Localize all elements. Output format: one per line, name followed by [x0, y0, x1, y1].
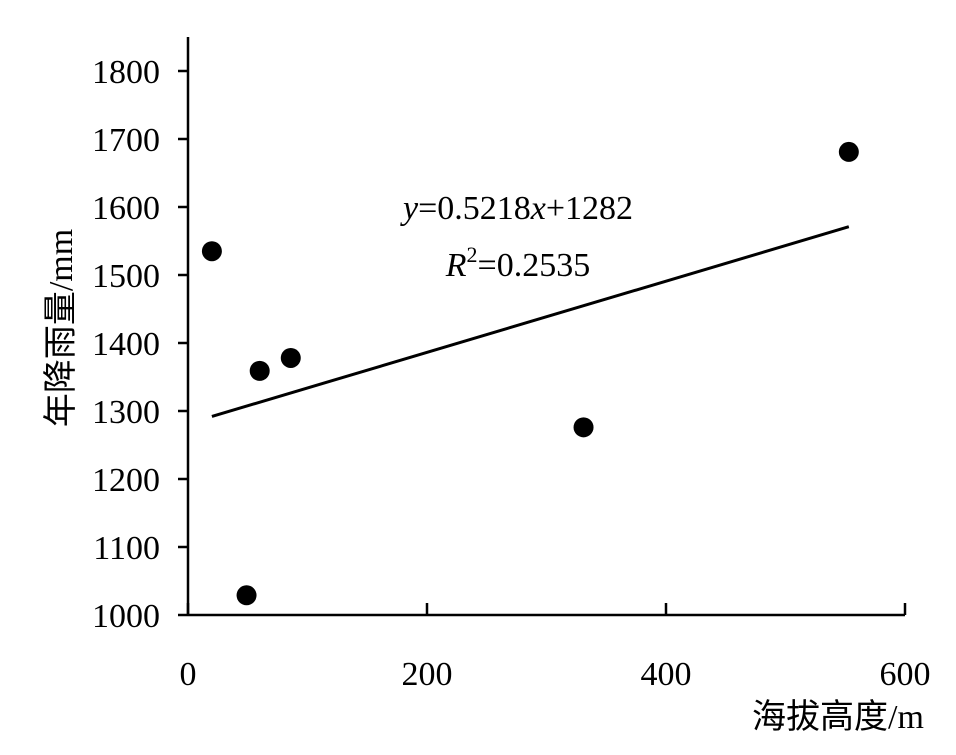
eq-x: x [530, 190, 546, 227]
x-tick-label: 600 [880, 656, 931, 693]
x-tick-label: 200 [402, 656, 453, 693]
x-tick-label: 0 [180, 656, 197, 693]
y-tick-label: 1400 [92, 326, 160, 363]
y-tick-label: 1600 [92, 190, 160, 227]
y-tick-label: 1000 [92, 598, 160, 635]
r2-r: R [445, 247, 467, 284]
trendline [211, 225, 850, 418]
r2: R2=0.2535 [445, 242, 590, 284]
eq-intercept: +1282 [546, 190, 633, 227]
point [249, 360, 270, 381]
y-axis-title: 年降雨量/mm [42, 229, 80, 427]
equation: y=0.5218x+1282 [400, 190, 633, 227]
eq-y: y [400, 190, 419, 227]
r2-sup: 2 [467, 242, 478, 267]
point [201, 241, 222, 262]
y-tick-label: 1700 [92, 122, 160, 159]
point [236, 585, 257, 606]
y-tick-label: 1500 [92, 258, 160, 295]
point [280, 347, 301, 368]
eq-slope: =0.5218 [418, 190, 531, 227]
point [573, 417, 594, 438]
point [838, 141, 859, 162]
y-tick-label: 1100 [93, 530, 160, 567]
x-tick-label: 400 [641, 656, 692, 693]
y-tick-label: 1200 [92, 462, 160, 499]
y-tick-label: 1300 [92, 394, 160, 431]
y-tick-label: 1800 [92, 54, 160, 91]
x-axis-title: 海拔高度/m [752, 698, 924, 736]
r2-value: =0.2535 [478, 247, 591, 284]
